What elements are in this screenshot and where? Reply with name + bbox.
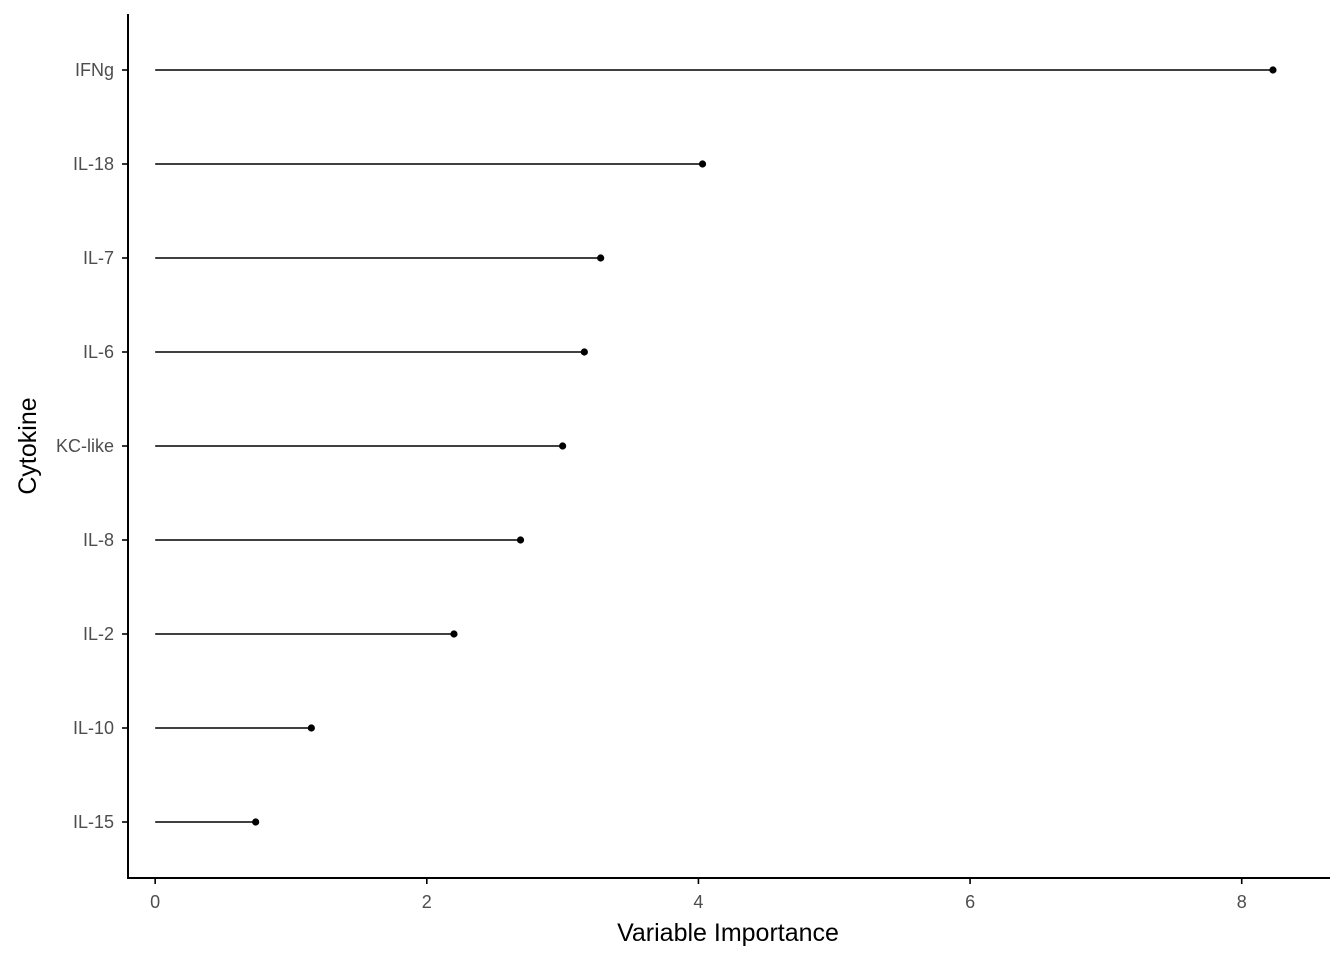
- y-tick-label-4: KC-like: [56, 436, 114, 456]
- y-tick-label-3: IL-6: [83, 342, 114, 362]
- lollipop-marks: [155, 66, 1277, 826]
- y-tick-label-2: IL-7: [83, 248, 114, 268]
- y-tick-label-8: IL-15: [73, 812, 114, 832]
- x-tick-label-3: 6: [965, 892, 975, 912]
- lollipop-point-5: [516, 536, 525, 544]
- x-tick-label-2: 4: [693, 892, 703, 912]
- lollipop-point-7: [307, 724, 315, 732]
- y-axis-title: Cytokine: [14, 397, 42, 494]
- lollipop-point-8: [252, 818, 260, 826]
- y-tick-label-7: IL-10: [73, 718, 114, 738]
- y-tick-label-0: IFNg: [75, 60, 114, 80]
- lollipop-point-1: [698, 160, 707, 168]
- x-tick-group: 0 2 4 6 8: [150, 878, 1247, 912]
- y-tick-group: IFNg IL-18 IL-7 IL-6 KC-like IL-8 IL-2 IL-10 IL-…: [56, 60, 128, 832]
- y-tick-label-6: IL-2: [83, 624, 114, 644]
- x-tick-label-1: 2: [422, 892, 432, 912]
- x-tick-label-4: 8: [1237, 892, 1247, 912]
- lollipop-point-6: [450, 630, 458, 638]
- x-tick-label-0: 0: [150, 892, 160, 912]
- lollipop-point-4: [559, 442, 567, 450]
- lollipop-point-3: [580, 348, 588, 356]
- lollipop-point-2: [597, 254, 605, 262]
- x-axis-title: Variable Importance: [617, 919, 839, 947]
- y-tick-label-5: IL-8: [83, 530, 114, 550]
- lollipop-point-0: [1269, 66, 1277, 74]
- y-tick-label-1: IL-18: [73, 154, 114, 174]
